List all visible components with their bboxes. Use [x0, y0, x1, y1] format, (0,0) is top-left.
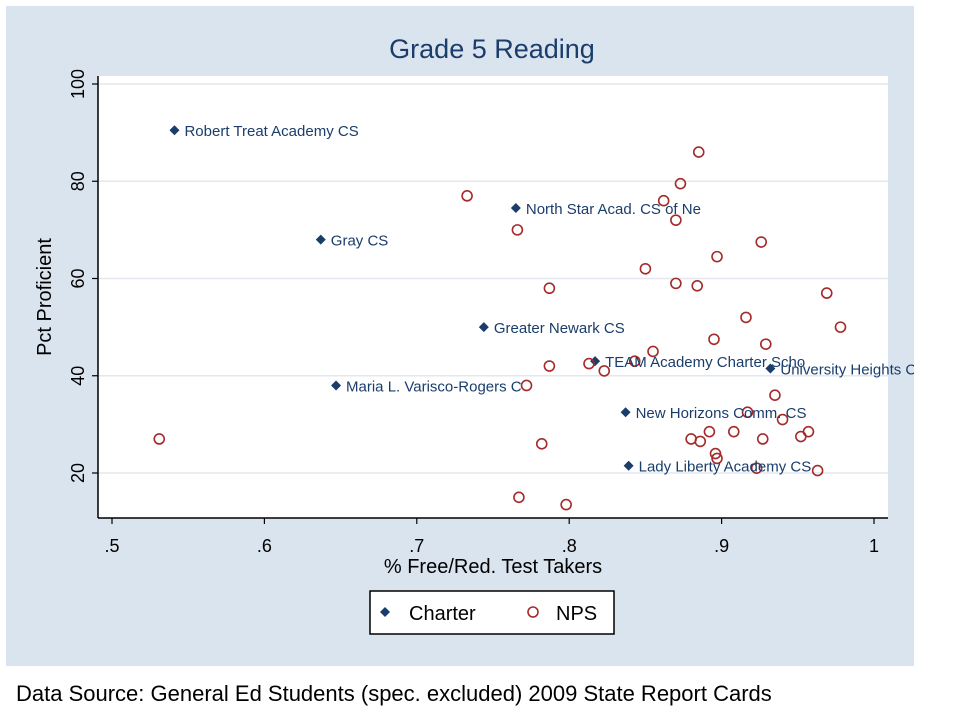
legend-diamond-icon — [380, 607, 390, 617]
charter-point — [315, 234, 326, 245]
nps-point — [657, 194, 670, 207]
nps-point — [670, 214, 682, 226]
nps-point — [674, 177, 687, 190]
nps-point — [647, 345, 659, 358]
nps-point — [708, 333, 720, 346]
y-tick-label: 100 — [68, 69, 88, 99]
legend-box — [369, 590, 615, 635]
nps-point — [711, 250, 723, 263]
charter-point — [620, 407, 631, 418]
charter-point — [169, 125, 180, 136]
x-tick-label: .7 — [409, 536, 424, 556]
y-tick-label: 60 — [68, 268, 88, 288]
y-tick-label: 20 — [68, 463, 88, 483]
y-tick-label: 40 — [68, 366, 88, 386]
nps-point — [755, 236, 768, 248]
chart-title: Grade 5 Reading — [389, 34, 595, 64]
y-axis-label: Pct Proficient — [34, 238, 56, 356]
nps-point — [727, 425, 740, 438]
x-tick-label: .9 — [714, 536, 729, 556]
charter-point-label: Robert Treat Academy CS — [184, 123, 358, 140]
legend-nps-label: NPS — [556, 603, 597, 625]
x-tick-label: .8 — [562, 536, 577, 556]
data-points — [153, 125, 847, 511]
nps-point — [520, 379, 533, 392]
charter-point-label: Maria L. Varisco-Rogers C — [346, 378, 522, 395]
charter-point-label: North Star Acad. CS of Ne — [526, 201, 701, 218]
nps-point — [750, 462, 763, 474]
x-tick-label: .6 — [257, 536, 272, 556]
nps-point — [703, 425, 716, 438]
nps-point — [535, 438, 548, 450]
nps-point — [153, 433, 166, 445]
legend-charter-label: Charter — [409, 603, 476, 625]
charter-point — [510, 202, 521, 213]
y-tick-label: 80 — [68, 171, 88, 191]
nps-point — [711, 452, 723, 465]
nps-point — [598, 365, 611, 377]
nps-point — [691, 279, 704, 292]
y-axis-ticks: 20 40 60 80 100 — [68, 69, 98, 483]
charter-point-label: Lady Liberty Academy CS — [639, 459, 812, 476]
nps-point — [709, 447, 722, 460]
nps-point — [776, 413, 789, 426]
nps-point — [769, 389, 781, 402]
nps-point — [543, 282, 556, 295]
nps-point — [756, 433, 769, 445]
chart-area: Grade 5 Reading 20 40 60 80 100 .5.6.7.8.9 1 … — [6, 6, 914, 666]
charter-point — [331, 380, 342, 391]
nps-point — [834, 321, 847, 333]
nps-point — [811, 464, 824, 477]
charter-point-label: University Heights CS — [780, 361, 914, 378]
nps-point — [543, 360, 556, 372]
nps-point — [759, 338, 772, 350]
charter-point-label: New Horizons Comm. CS — [636, 405, 807, 422]
nps-point — [513, 491, 525, 504]
charter-point — [590, 356, 601, 367]
charter-point — [765, 363, 776, 374]
legend-circle-icon — [527, 606, 539, 618]
nps-point — [639, 262, 652, 275]
nps-point — [560, 498, 572, 511]
nps-point — [820, 287, 833, 299]
nps-point — [692, 146, 705, 158]
charter-point-label: Greater Newark CS — [494, 320, 625, 337]
nps-point — [670, 277, 682, 290]
x-tick-label: .5 — [104, 536, 119, 556]
nps-point — [511, 224, 524, 236]
nps-point — [694, 435, 707, 448]
data-source-note: Data Source: General Ed Students (spec. … — [16, 681, 772, 706]
nps-point — [628, 355, 641, 367]
nps-point — [461, 190, 473, 202]
point-labels: Robert Treat Academy CS North Star Acad. … — [184, 123, 914, 476]
legend: Charter NPS — [369, 590, 615, 635]
charter-point-label: TEAM Academy Charter Scho — [605, 354, 805, 371]
nps-point — [802, 425, 815, 438]
nps-point — [740, 311, 752, 324]
x-tick-label: 1 — [869, 536, 879, 556]
x-axis-label: % Free/Red. Test Takers — [384, 556, 602, 578]
charter-point — [478, 322, 489, 333]
charter-point-label: Gray CS — [331, 233, 389, 250]
plot-background — [98, 76, 888, 518]
nps-point — [583, 357, 595, 370]
charter-point — [623, 460, 634, 471]
x-axis-ticks: .5 .6 .7 .8 .9 1 — [104, 518, 879, 556]
nps-point — [741, 406, 754, 419]
